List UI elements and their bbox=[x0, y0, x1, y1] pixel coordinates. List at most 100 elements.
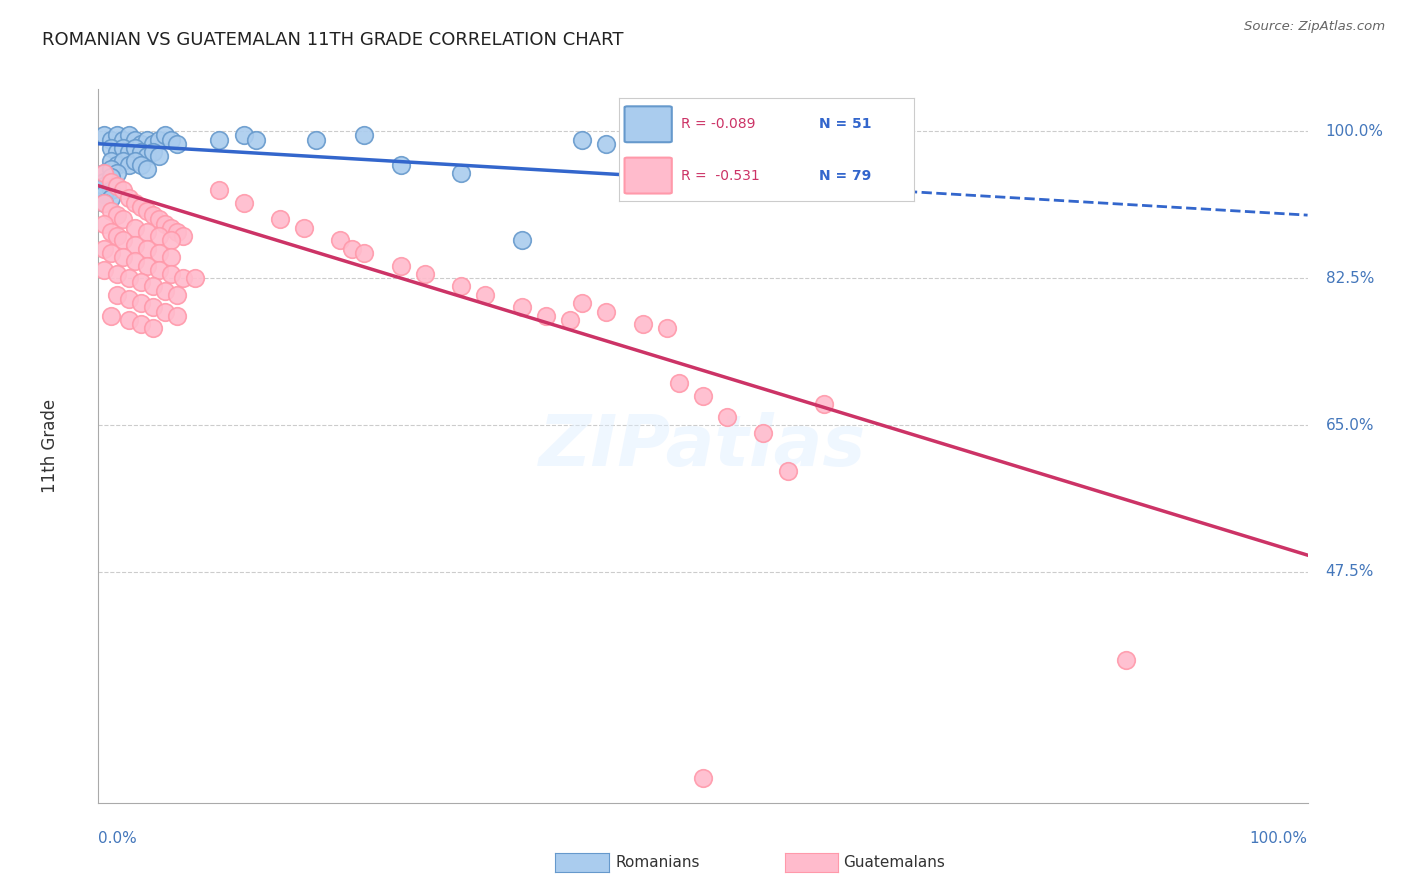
Point bbox=[245, 132, 267, 146]
Text: N = 79: N = 79 bbox=[820, 169, 872, 183]
Point bbox=[692, 389, 714, 403]
Point bbox=[111, 250, 134, 264]
Point bbox=[813, 136, 835, 151]
Point bbox=[142, 279, 165, 293]
Point bbox=[93, 175, 115, 189]
Point bbox=[135, 242, 157, 256]
Point bbox=[93, 262, 115, 277]
Point bbox=[118, 128, 141, 143]
Point bbox=[413, 267, 436, 281]
Point bbox=[510, 233, 533, 247]
Point bbox=[329, 233, 352, 247]
Point bbox=[142, 208, 165, 222]
Point bbox=[93, 195, 115, 210]
Text: R = -0.089: R = -0.089 bbox=[681, 117, 755, 131]
Point bbox=[160, 220, 183, 235]
Point bbox=[142, 321, 165, 335]
Point bbox=[631, 318, 654, 332]
Point bbox=[232, 128, 254, 143]
Point bbox=[124, 195, 146, 210]
Point bbox=[111, 132, 134, 146]
Point bbox=[118, 191, 141, 205]
Point bbox=[129, 158, 152, 172]
Point bbox=[450, 166, 472, 180]
Point bbox=[100, 141, 122, 155]
Point bbox=[124, 153, 146, 168]
Point bbox=[100, 203, 122, 218]
Point bbox=[172, 229, 194, 244]
Point bbox=[124, 237, 146, 252]
Point bbox=[100, 225, 122, 239]
Point bbox=[135, 203, 157, 218]
Point bbox=[100, 132, 122, 146]
Point bbox=[93, 128, 115, 143]
Point bbox=[93, 178, 115, 193]
Point bbox=[752, 426, 775, 441]
Point bbox=[208, 132, 231, 146]
Point bbox=[160, 250, 183, 264]
Point bbox=[105, 145, 128, 160]
Point bbox=[148, 229, 170, 244]
Text: 11th Grade: 11th Grade bbox=[41, 399, 59, 493]
Point bbox=[153, 284, 176, 298]
Point bbox=[111, 233, 134, 247]
Point bbox=[118, 313, 141, 327]
Point bbox=[153, 217, 176, 231]
Point bbox=[153, 128, 176, 143]
Point bbox=[93, 217, 115, 231]
Text: 82.5%: 82.5% bbox=[1326, 270, 1374, 285]
Point bbox=[148, 212, 170, 227]
Point bbox=[118, 271, 141, 285]
Point bbox=[160, 132, 183, 146]
Point bbox=[148, 149, 170, 163]
Point bbox=[105, 166, 128, 180]
Point bbox=[571, 132, 593, 146]
Point bbox=[105, 128, 128, 143]
Point bbox=[1115, 653, 1137, 667]
Point bbox=[124, 220, 146, 235]
Point bbox=[142, 145, 165, 160]
Point bbox=[100, 246, 122, 260]
Point bbox=[172, 271, 194, 285]
Point bbox=[305, 132, 328, 146]
Point bbox=[135, 259, 157, 273]
Point bbox=[389, 259, 412, 273]
Point bbox=[129, 296, 152, 310]
Point bbox=[100, 183, 122, 197]
Point bbox=[353, 128, 375, 143]
Text: 100.0%: 100.0% bbox=[1250, 831, 1308, 846]
Point bbox=[166, 288, 188, 302]
Point bbox=[111, 141, 134, 155]
Point bbox=[595, 304, 617, 318]
Point bbox=[100, 191, 122, 205]
Text: N = 51: N = 51 bbox=[820, 117, 872, 131]
Point bbox=[153, 304, 176, 318]
Point bbox=[232, 195, 254, 210]
Point bbox=[100, 153, 122, 168]
Point bbox=[105, 178, 128, 193]
Point bbox=[135, 149, 157, 163]
Point bbox=[571, 296, 593, 310]
Point bbox=[668, 376, 690, 390]
Text: ZIPatlas: ZIPatlas bbox=[540, 411, 866, 481]
Text: 0.0%: 0.0% bbox=[98, 831, 138, 846]
Point bbox=[111, 212, 134, 227]
Point bbox=[184, 271, 207, 285]
Text: Source: ZipAtlas.com: Source: ZipAtlas.com bbox=[1244, 20, 1385, 33]
Point bbox=[105, 158, 128, 172]
Text: Guatemalans: Guatemalans bbox=[844, 855, 945, 870]
Point bbox=[93, 187, 115, 202]
Point bbox=[692, 771, 714, 785]
FancyBboxPatch shape bbox=[624, 106, 672, 142]
Point bbox=[558, 313, 581, 327]
Text: 47.5%: 47.5% bbox=[1326, 565, 1374, 580]
Point bbox=[208, 183, 231, 197]
Point bbox=[716, 409, 738, 424]
Point bbox=[148, 246, 170, 260]
Point bbox=[93, 242, 115, 256]
Point bbox=[292, 220, 315, 235]
Point bbox=[100, 175, 122, 189]
Point bbox=[534, 309, 557, 323]
Point bbox=[105, 288, 128, 302]
Point bbox=[118, 145, 141, 160]
